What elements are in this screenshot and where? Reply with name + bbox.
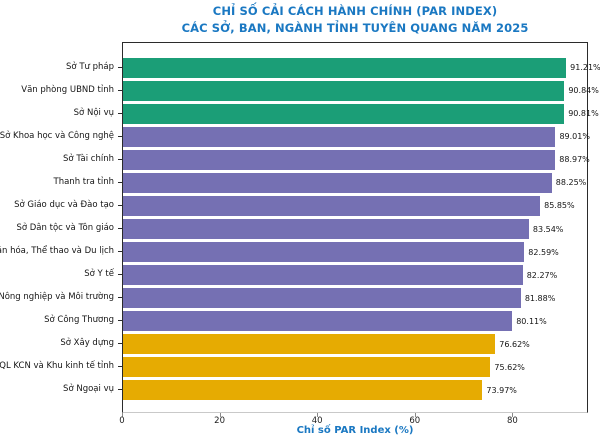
y-tick-mark xyxy=(118,389,122,391)
bar-value-label: 75.62% xyxy=(494,362,525,372)
y-tick-mark xyxy=(118,274,122,276)
chart-title-line1: CHỈ SỐ CẢI CÁCH HÀNH CHÍNH (PAR INDEX) xyxy=(212,4,498,18)
x-tick-mark xyxy=(219,413,221,417)
x-tick-label: 80 xyxy=(506,416,518,426)
y-axis-label: Sở Nội vụ xyxy=(73,107,114,118)
bar-value-label: 80.11% xyxy=(516,316,547,326)
bar-row: 75.62% xyxy=(123,357,587,378)
y-tick-mark xyxy=(118,135,122,137)
bar-row: 82.59% xyxy=(123,242,587,263)
y-axis-label: Thanh tra tỉnh xyxy=(53,176,114,187)
bar-row: 90.81% xyxy=(123,103,599,124)
y-tick-mark xyxy=(118,320,122,322)
bar-value-label: 89.01% xyxy=(559,132,590,142)
bar-row: 73.97% xyxy=(123,380,587,401)
bar-value-label: 88.97% xyxy=(559,155,590,165)
chart-title: CHỈ SỐ CẢI CÁCH HÀNH CHÍNH (PAR INDEX) C… xyxy=(122,3,588,36)
y-axis-label: Sở Xây dựng xyxy=(60,338,114,349)
bar xyxy=(123,242,525,263)
bar-value-label: 82.27% xyxy=(526,270,558,280)
y-axis-label: Sở Văn hóa, Thể thao và Du lịch xyxy=(0,246,114,257)
x-tick-mark xyxy=(414,413,416,417)
bar xyxy=(123,103,565,124)
bar xyxy=(123,126,556,147)
x-tick-label: 20 xyxy=(214,416,225,426)
bar-value-label: 91.21% xyxy=(570,63,600,73)
x-axis-label: Chỉ số PAR Index (%) xyxy=(296,425,414,436)
bar xyxy=(123,380,483,401)
x-tick-mark xyxy=(317,413,319,417)
bar-value-label: 90.81% xyxy=(568,109,599,119)
bar-row: 89.01% xyxy=(123,126,590,147)
y-axis-label: Sở Nông nghiệp và Môi trường xyxy=(0,292,114,303)
bar xyxy=(123,334,496,355)
x-tick-label: 40 xyxy=(311,416,323,426)
bar-value-label: 88.25% xyxy=(555,178,587,188)
x-tick-mark xyxy=(122,413,123,417)
bar xyxy=(123,288,521,309)
x-tick-label: 0 xyxy=(119,416,125,426)
bar-value-label: 83.54% xyxy=(532,224,564,234)
bar-row: 88.97% xyxy=(123,149,590,170)
bar-row: 90.84% xyxy=(123,80,599,101)
y-tick-mark xyxy=(118,343,122,345)
bar-value-label: 85.85% xyxy=(544,201,575,211)
y-tick-mark xyxy=(118,204,122,206)
bar-row: 81.88% xyxy=(123,288,587,309)
y-axis-label: Sở Khoa học và Công nghệ xyxy=(0,130,114,141)
bar xyxy=(123,311,513,332)
y-axis-label: Sở Tài chính xyxy=(63,153,114,164)
y-axis-label: Văn phòng UBND tỉnh xyxy=(21,84,114,95)
bar-row: 76.62% xyxy=(123,334,587,355)
bar xyxy=(123,195,541,216)
x-tick-label: 60 xyxy=(409,416,421,426)
y-tick-mark xyxy=(118,297,122,299)
y-tick-mark xyxy=(118,158,122,160)
bar xyxy=(123,219,529,239)
y-axis-label: Sở Giáo dục và Đào tạo xyxy=(14,199,114,210)
y-axis-label: Sở Tư pháp xyxy=(66,61,114,72)
bar xyxy=(123,357,491,378)
y-axis-label: Sở Ngoại vụ xyxy=(63,384,114,395)
y-axis-label: Sở Công Thương xyxy=(44,315,114,326)
bar-row: 80.11% xyxy=(123,311,587,332)
y-tick-mark xyxy=(118,112,122,114)
y-axis-label: Sở Y tế xyxy=(84,269,114,280)
bar xyxy=(123,57,567,78)
bar-value-label: 73.97% xyxy=(486,385,517,395)
bar-value-label: 81.88% xyxy=(524,293,556,303)
y-axis-label: BQL KCN và Khu kinh tế tỉnh xyxy=(0,361,114,372)
y-tick-mark xyxy=(118,181,122,183)
bar-value-label: 90.84% xyxy=(568,86,599,96)
bar-row: 88.25% xyxy=(123,172,587,193)
y-axis-label: Sở Dân tộc và Tôn giáo xyxy=(16,223,114,233)
bar xyxy=(123,149,556,170)
x-tick-mark xyxy=(512,413,514,417)
y-tick-mark xyxy=(118,228,122,229)
y-tick-mark xyxy=(118,251,122,253)
bar-row: 85.85% xyxy=(123,195,587,216)
bar xyxy=(123,172,552,193)
bar-row: 91.21% xyxy=(123,57,600,78)
bar xyxy=(123,265,523,286)
plot-area: 91.21% 90.84% 90.81% 89.01% 88.97% 88.25% 85.8… xyxy=(122,42,600,413)
bar-value-label: 82.59% xyxy=(528,247,559,257)
chart-title-line2: CÁC SỞ, BAN, NGÀNH TỈNH TUYÊN QUANG NĂM … xyxy=(181,20,529,35)
bar-row: 82.27% xyxy=(123,265,587,286)
bar xyxy=(123,80,565,101)
y-tick-mark xyxy=(118,66,122,68)
y-tick-mark xyxy=(118,89,122,91)
bar-value-label: 76.62% xyxy=(499,339,530,349)
bar-row: 83.54% xyxy=(123,219,587,239)
y-tick-mark xyxy=(118,366,122,368)
